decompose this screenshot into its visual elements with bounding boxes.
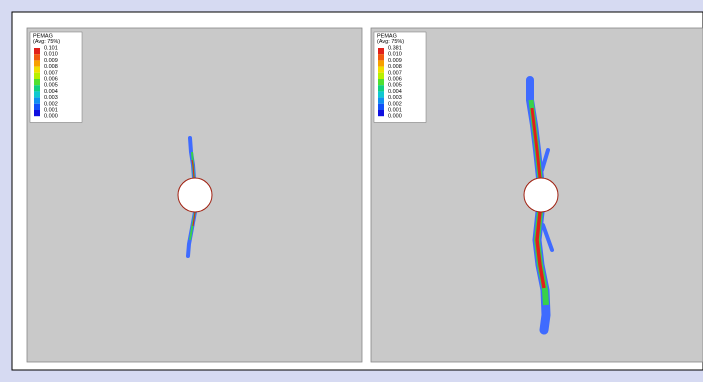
legend-swatch: [378, 103, 384, 110]
legend-value: 0.003: [44, 95, 58, 101]
legend-value: 0.001: [44, 107, 58, 113]
legend-swatch: [34, 60, 40, 67]
legend-swatch: [34, 54, 40, 61]
legend-value: 0.009: [388, 58, 402, 64]
crack-core: [535, 211, 546, 289]
legend-value: 0.004: [44, 89, 58, 95]
legend-swatch: [34, 103, 40, 110]
legend-value: 0.006: [44, 76, 58, 82]
legend-value: 0.007: [44, 70, 58, 76]
legend-value: 0.003: [388, 95, 402, 101]
legend-value: 0.005: [44, 83, 58, 89]
legend-swatch: [34, 66, 40, 73]
legend-value: 0.002: [388, 101, 402, 107]
legend-swatch: [378, 110, 384, 117]
crack-core: [192, 211, 196, 227]
legend-title: PEMAG: [33, 33, 53, 39]
crack-halo: [541, 223, 554, 252]
legend-value: 0.005: [388, 83, 402, 89]
legend-swatch: [378, 97, 384, 104]
crack-core: [191, 159, 195, 179]
legend-value: 0.008: [388, 64, 402, 70]
hole: [523, 177, 559, 213]
legend-swatch: [34, 79, 40, 86]
legend-swatch: [34, 72, 40, 79]
legend-swatch: [378, 85, 384, 92]
legend-swatch: [378, 91, 384, 98]
legend-swatch: [34, 48, 40, 55]
legend-title: PEMAG: [377, 33, 397, 39]
legend-swatch: [34, 97, 40, 104]
legend-swatch: [378, 66, 384, 73]
legend-swatch: [378, 54, 384, 61]
hole: [177, 177, 213, 213]
panel: PEMAG(Avg: 75%)0.1010.0100.0090.0080.007…: [26, 27, 363, 363]
legend-value: 0.381: [388, 45, 402, 51]
crack-halo: [540, 148, 550, 172]
crack-core: [530, 107, 542, 179]
legend-value: 0.002: [44, 101, 58, 107]
legend-value: 0.000: [388, 114, 402, 120]
legend-value: 0.000: [44, 114, 58, 120]
legend-value: 0.008: [44, 64, 58, 70]
legend-subtitle: (Avg: 75%): [33, 39, 60, 45]
legend-subtitle: (Avg: 75%): [377, 39, 404, 45]
legend-swatch: [34, 85, 40, 92]
legend-value: 0.101: [44, 45, 58, 51]
legend-swatch: [378, 48, 384, 55]
legend-swatch: [34, 110, 40, 117]
legend-swatch: [34, 91, 40, 98]
legend-value: 0.007: [388, 70, 402, 76]
legend-value: 0.009: [44, 58, 58, 64]
legend-swatch: [378, 72, 384, 79]
legend-value: 0.010: [388, 52, 402, 58]
legend-value: 0.004: [388, 89, 402, 95]
legend-swatch: [378, 79, 384, 86]
legend-value: 0.010: [44, 52, 58, 58]
legend-value: 0.001: [388, 107, 402, 113]
legend-value: 0.006: [388, 76, 402, 82]
panel: PEMAG(Avg: 75%)0.3810.0100.0090.0080.007…: [370, 27, 703, 363]
legend-swatch: [378, 60, 384, 67]
